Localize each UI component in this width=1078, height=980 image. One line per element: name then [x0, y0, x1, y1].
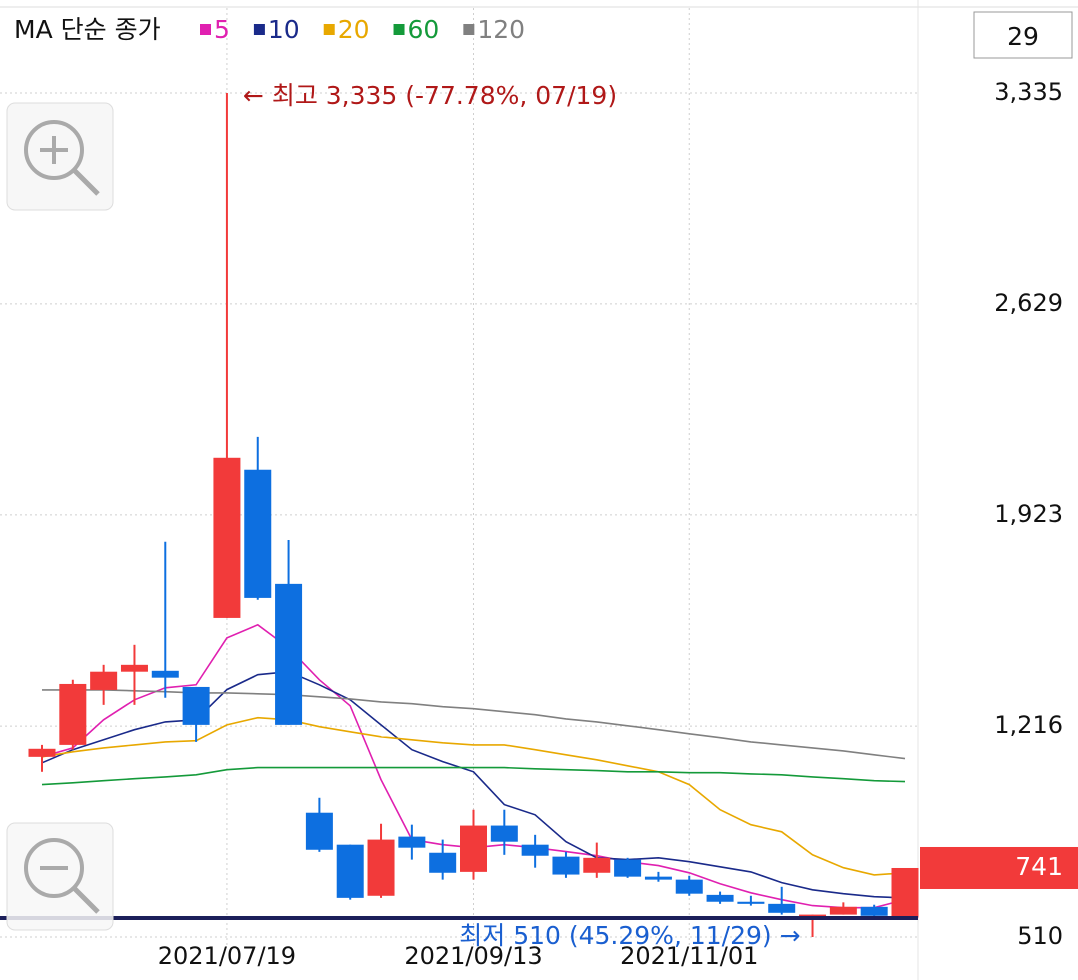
candle-body [182, 686, 210, 725]
candle-body [768, 903, 796, 913]
legend-swatch [463, 24, 475, 35]
legend-swatch [253, 24, 265, 35]
last-price-box [920, 846, 1078, 889]
candle-body [213, 457, 241, 618]
count-value: 29 [1007, 22, 1039, 51]
candle-body [490, 825, 518, 842]
legend-label: 5 [214, 15, 230, 44]
y-tick-label: 510 [1017, 922, 1063, 950]
y-tick-label: 1,923 [994, 500, 1063, 528]
candle-body [614, 859, 642, 877]
zoom-in-lens [24, 120, 84, 180]
candle-body [521, 844, 549, 856]
candle-body [737, 901, 765, 904]
candle-body [275, 583, 303, 725]
marks [28, 93, 919, 937]
y-tick-label: 1,216 [994, 711, 1063, 739]
zoom-out-lens [24, 838, 84, 898]
ma-line [41, 766, 906, 786]
candle-body [336, 844, 364, 898]
candle-body [860, 906, 888, 916]
y-tick-label: 3,335 [994, 78, 1063, 106]
legend-title: MA 단순 종가 [14, 15, 161, 44]
legend-swatch [393, 24, 405, 35]
candle-body [460, 825, 487, 872]
y-tick-label: 2,629 [994, 289, 1063, 317]
candle-body [244, 469, 272, 598]
candle-body [552, 856, 580, 875]
candle-body [90, 671, 118, 690]
low-annotation: 최저 510 (45.29%, 11/29) → [459, 921, 800, 950]
labels: 510 1,216 1,923 2,629 3,335 2021/07/19 2021/09… [158, 78, 1078, 970]
count-box [973, 11, 1073, 59]
candle-body [151, 670, 179, 678]
candle-body [59, 683, 87, 745]
legend-label: 10 [268, 15, 300, 44]
candle-body [28, 748, 56, 757]
x-tick-label: 2021/07/19 [158, 942, 296, 970]
candle-body [644, 876, 672, 880]
legend-label: 120 [477, 15, 525, 44]
candle-body [583, 857, 611, 873]
candle-body [305, 812, 333, 850]
candle-body [367, 839, 395, 896]
candle-body [675, 879, 703, 894]
zoom-in-button[interactable] [6, 102, 114, 211]
legend-label: 20 [338, 15, 370, 44]
candle-body [120, 664, 148, 672]
ma-line [41, 716, 906, 876]
zoom-out-handle [72, 886, 100, 914]
zoom-out-button[interactable] [6, 822, 114, 931]
legend-swatch [323, 24, 335, 35]
candle-body [799, 914, 827, 917]
candle-body [398, 836, 426, 848]
x-tick-label: 2021/09/13 [404, 942, 542, 970]
last-price-label: 741 [1015, 852, 1063, 881]
candle-body [706, 894, 734, 902]
legend-label: 60 [408, 15, 440, 44]
candle-body [891, 867, 919, 918]
high-annotation: ← 최고 3,335 (-77.78%, 07/19) [243, 81, 617, 110]
x-tick-label: 2021/11/01 [620, 942, 758, 970]
candle-body [829, 906, 857, 915]
candle-body [429, 852, 457, 873]
zoom-in-handle [72, 168, 100, 196]
legend-swatch [200, 24, 211, 35]
